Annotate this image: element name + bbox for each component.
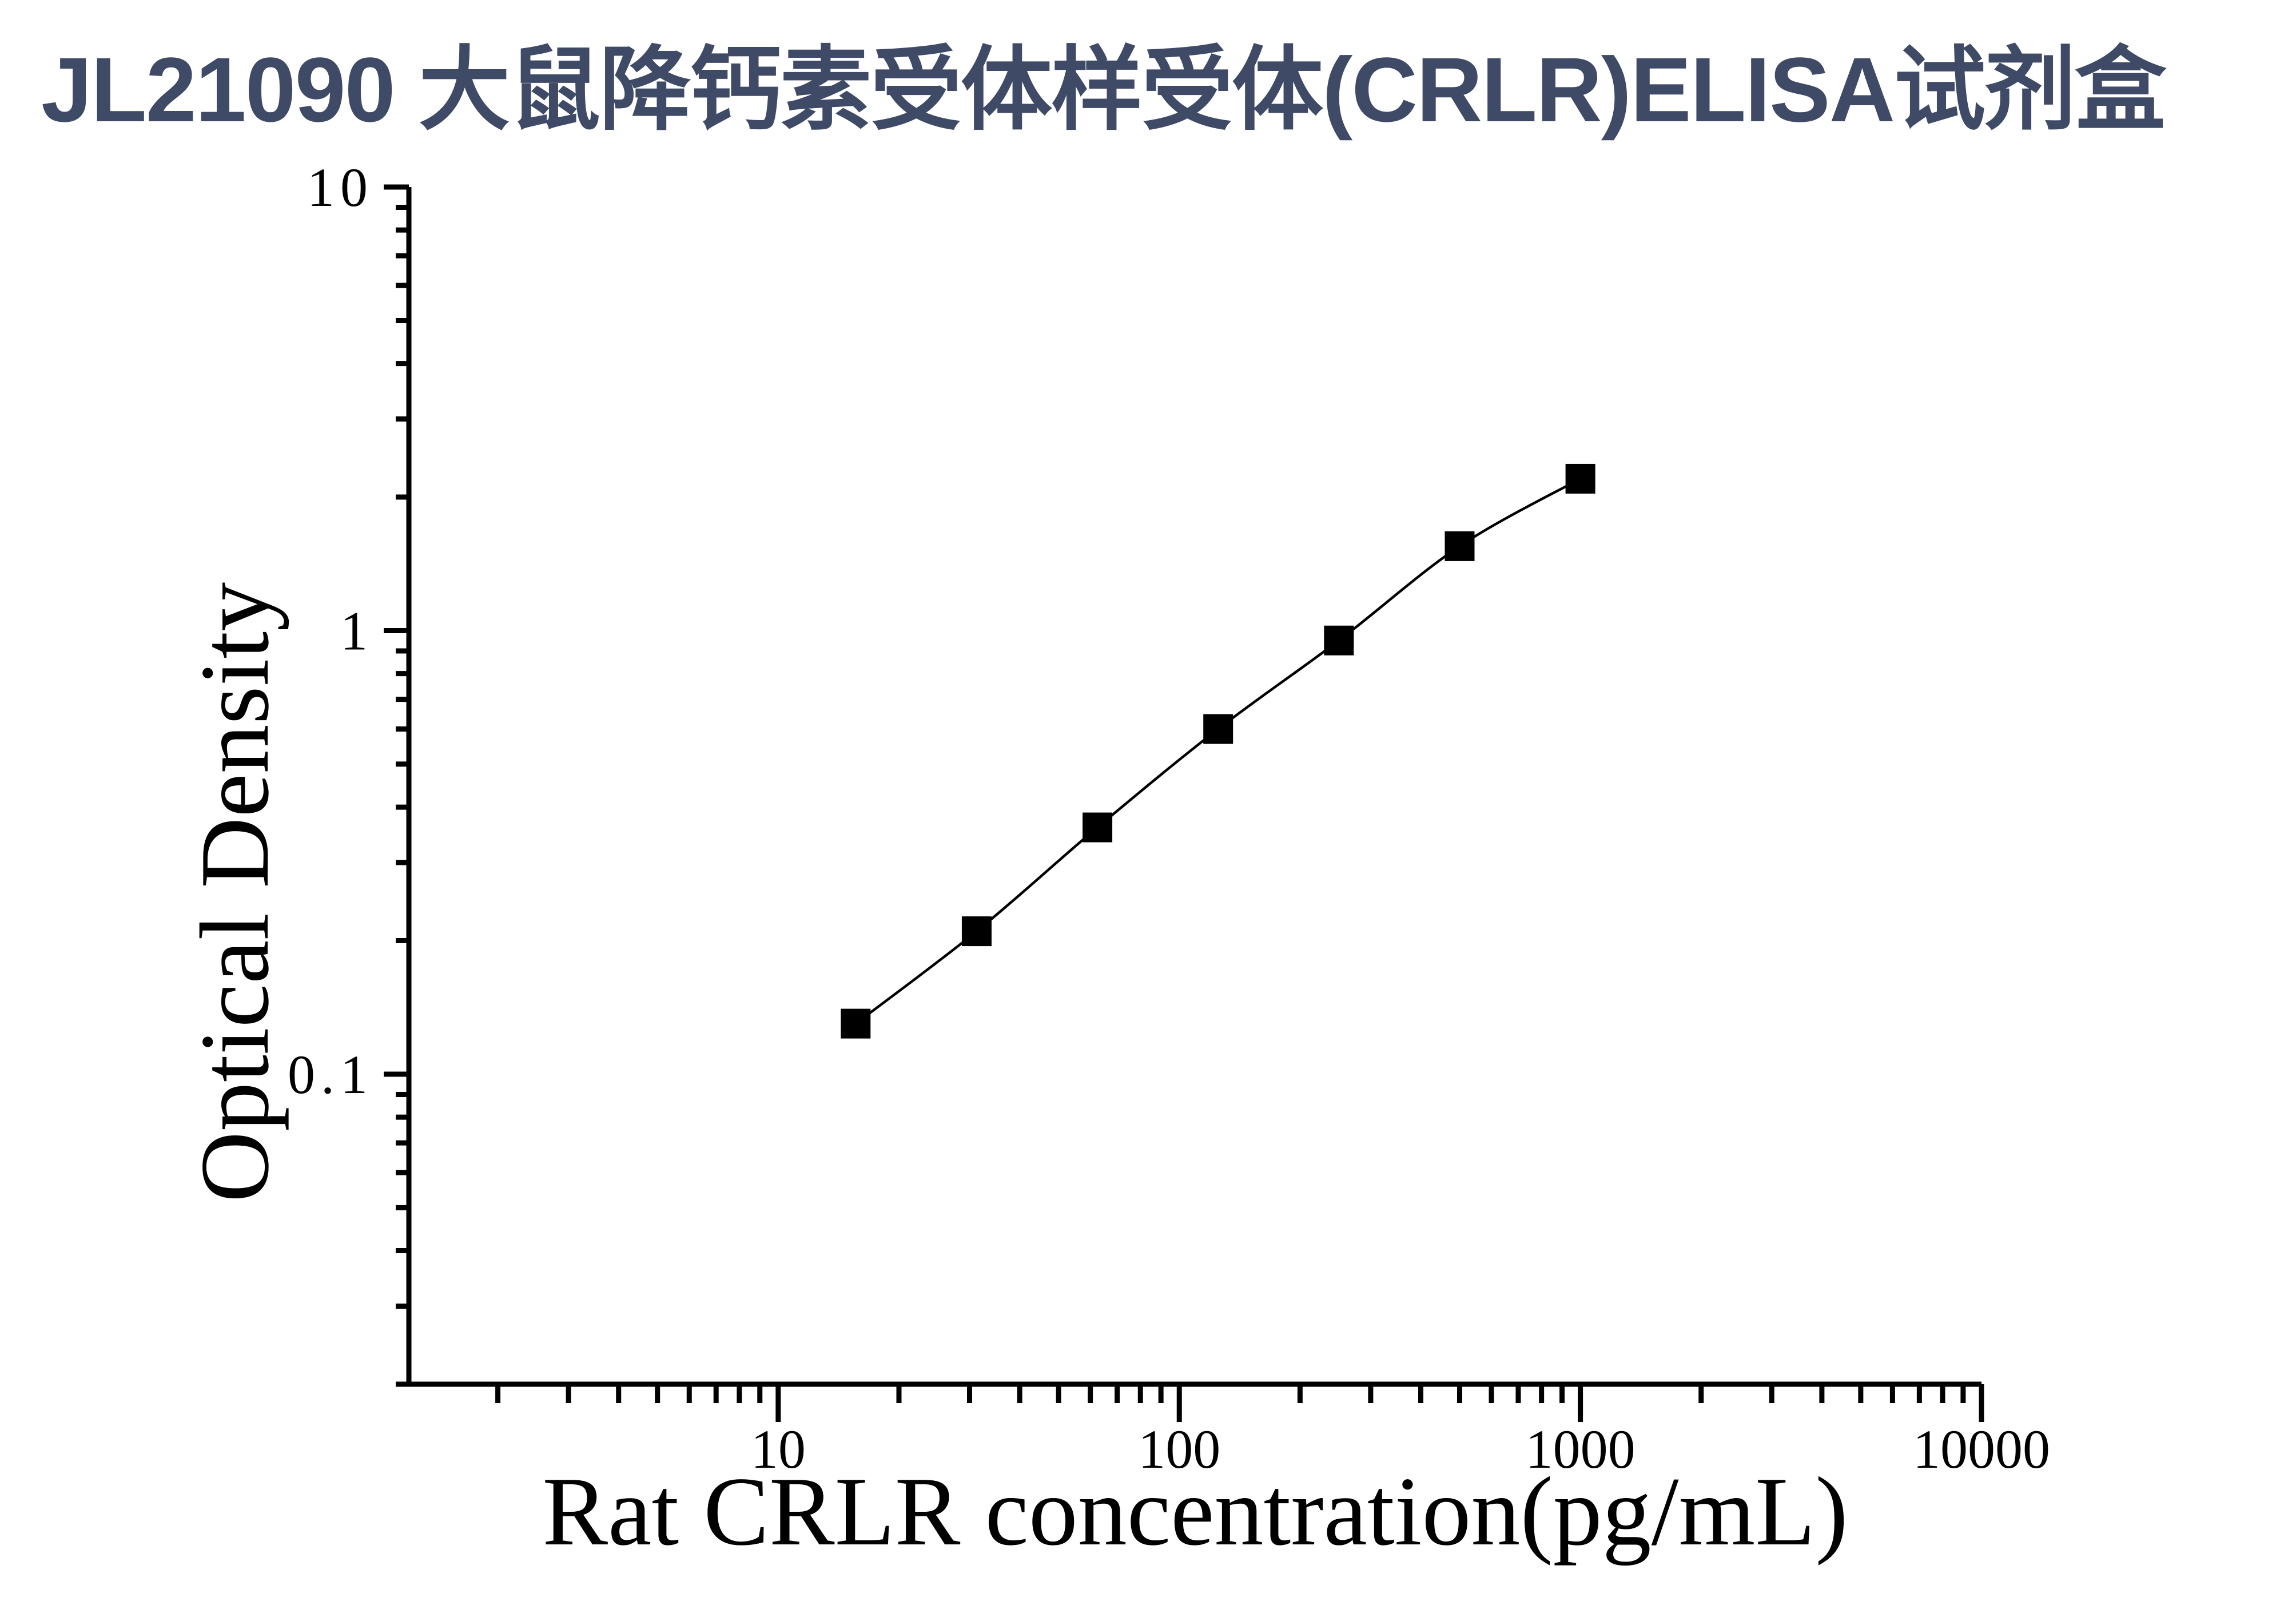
data-point-marker — [1203, 714, 1233, 744]
data-point-marker — [1445, 531, 1475, 561]
data-point-marker — [1083, 812, 1113, 843]
x-tick-label: 1000 — [1526, 1419, 1636, 1480]
x-axis-label: Rat CRLR concentration(pg/mL) — [542, 1457, 1848, 1566]
x-tick-label: 100 — [1138, 1419, 1220, 1480]
y-tick-label: 0.1 — [288, 1044, 373, 1105]
figure-title: JL21090 大鼠降钙素受体样受体(CRLR)ELISA试剂盒 — [41, 38, 2167, 141]
axis-spines — [406, 187, 1981, 1387]
y-tick-label: 10 — [307, 157, 373, 218]
data-point-marker — [961, 916, 992, 947]
axis-ticks — [384, 184, 1984, 1422]
y-axis-label: Optical Density — [181, 582, 289, 1202]
standard-curve-series — [841, 463, 1595, 1039]
axis-tick-labels: 10 100 1000 10000 10 1 0.1 — [288, 157, 2050, 1480]
x-tick-label: 10 — [751, 1419, 806, 1480]
x-tick-label: 10000 — [1913, 1419, 2050, 1480]
data-point-marker — [1324, 625, 1354, 655]
data-point-marker — [1565, 463, 1595, 494]
data-point-marker — [841, 1008, 871, 1039]
axes — [406, 187, 1981, 1387]
y-tick-label: 1 — [340, 600, 373, 661]
